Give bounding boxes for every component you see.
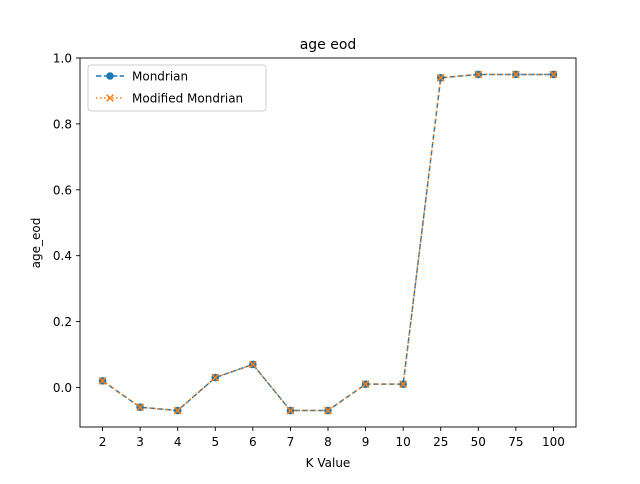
series-2-point [436,73,445,82]
x-axis-label: K Value [306,456,351,470]
plot-frame [79,57,577,428]
y-tick-label: 0.8 [53,117,72,131]
x-tick-label: 5 [211,435,219,449]
y-tick-label: 0.0 [53,381,72,395]
series-2-point [248,360,257,369]
legend-marker-circle [106,72,114,80]
series-2-point [98,376,107,385]
x-tick-label: 10 [396,435,411,449]
x-tick-label: 2 [99,435,107,449]
series-2-point [324,406,332,415]
legend-label: Modified Mondrian [132,92,243,106]
x-tick-label: 25 [433,435,448,449]
x-tick-label: 8 [324,435,332,449]
series-2-point [511,70,520,79]
series-2-point [549,70,558,79]
x-tick-label: 75 [508,435,523,449]
series-2-point [286,406,295,415]
legend-box [87,64,267,112]
y-tick-label: 0.2 [53,315,72,329]
series-2-point [361,380,370,389]
series-2-point [474,70,483,79]
series-2-point [211,373,220,382]
legend-marker-x [106,94,114,102]
x-tick-label: 9 [362,435,370,449]
series-line-2 [102,73,554,412]
x-tick-label: 100 [542,435,565,449]
x-tick-label: 4 [174,435,182,449]
y-tick-label: 1.0 [53,52,72,66]
y-axis-label: age_eod [29,218,43,269]
x-tick-label: 50 [471,435,486,449]
x-tick-label: 7 [287,435,295,449]
y-tick-label: 0.6 [53,183,72,197]
chart-title: age eod [300,37,357,53]
y-tick-label: 0.4 [53,249,72,263]
x-tick-label: 3 [136,435,144,449]
series-line-1 [102,73,554,412]
series-2-point [399,380,408,389]
legend-label: Mondrian [132,70,188,84]
x-tick-label: 6 [249,435,257,449]
series-2-point [173,406,182,415]
series-2-point [136,403,145,412]
